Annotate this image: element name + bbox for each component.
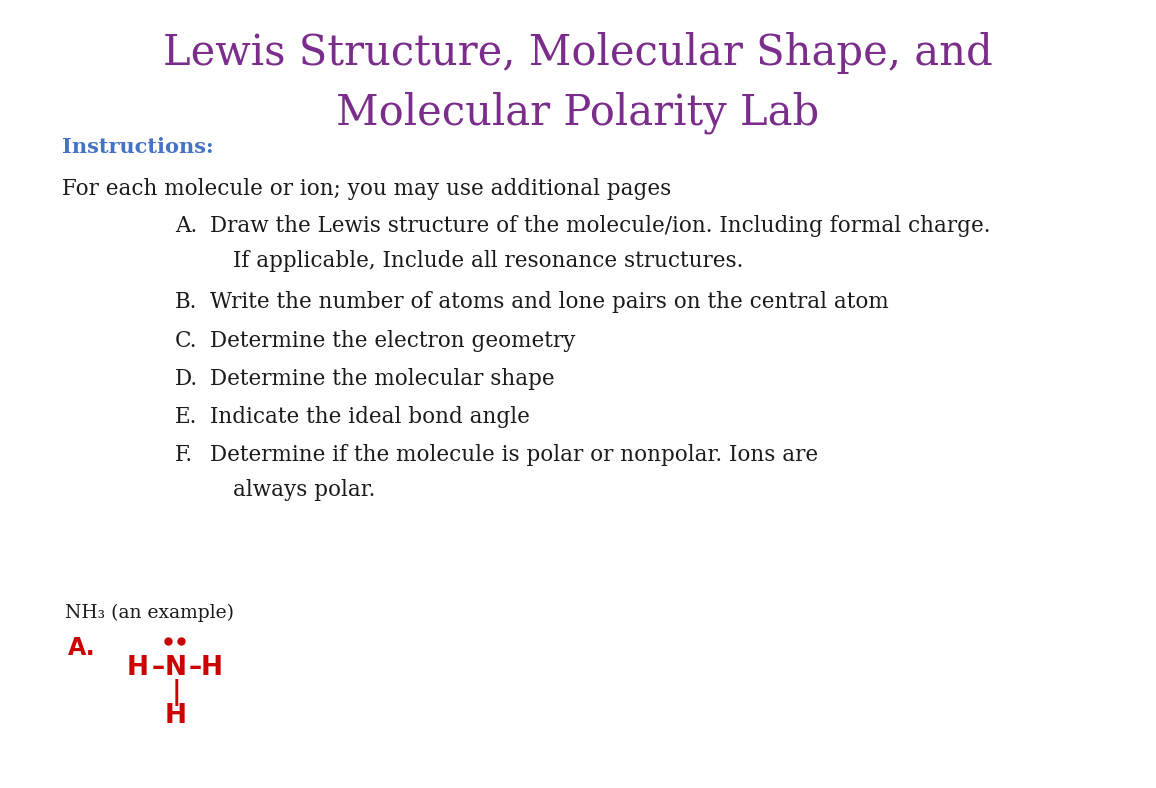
Text: Instructions:: Instructions: (62, 137, 214, 157)
Text: Molecular Polarity Lab: Molecular Polarity Lab (336, 92, 820, 135)
Text: D.: D. (175, 368, 198, 390)
Text: H: H (201, 655, 223, 681)
Text: Indicate the ideal bond angle: Indicate the ideal bond angle (210, 406, 529, 428)
Text: E.: E. (175, 406, 198, 428)
Text: H: H (127, 655, 149, 681)
Text: –: – (188, 655, 201, 681)
Text: A.: A. (68, 636, 96, 660)
Text: Lewis Structure, Molecular Shape, and: Lewis Structure, Molecular Shape, and (163, 32, 993, 74)
Text: N: N (165, 655, 187, 681)
Text: Determine the electron geometry: Determine the electron geometry (210, 330, 576, 352)
Text: |: | (171, 679, 180, 707)
Text: A.: A. (175, 215, 198, 237)
Text: H: H (165, 703, 187, 729)
Text: If applicable, Include all resonance structures.: If applicable, Include all resonance str… (234, 250, 743, 272)
Text: –: – (151, 655, 164, 681)
Text: Determine the molecular shape: Determine the molecular shape (210, 368, 555, 390)
Text: always polar.: always polar. (234, 479, 376, 501)
Text: C.: C. (175, 330, 198, 352)
Text: F.: F. (175, 444, 193, 466)
Text: NH₃ (an example): NH₃ (an example) (65, 604, 234, 623)
Text: Draw the Lewis structure of the molecule/ion. Including formal charge.: Draw the Lewis structure of the molecule… (210, 215, 991, 237)
Text: For each molecule or ion; you may use additional pages: For each molecule or ion; you may use ad… (62, 178, 672, 200)
Text: B.: B. (175, 291, 198, 313)
Text: Determine if the molecule is polar or nonpolar. Ions are: Determine if the molecule is polar or no… (210, 444, 818, 466)
Text: Write the number of atoms and lone pairs on the central atom: Write the number of atoms and lone pairs… (210, 291, 889, 313)
